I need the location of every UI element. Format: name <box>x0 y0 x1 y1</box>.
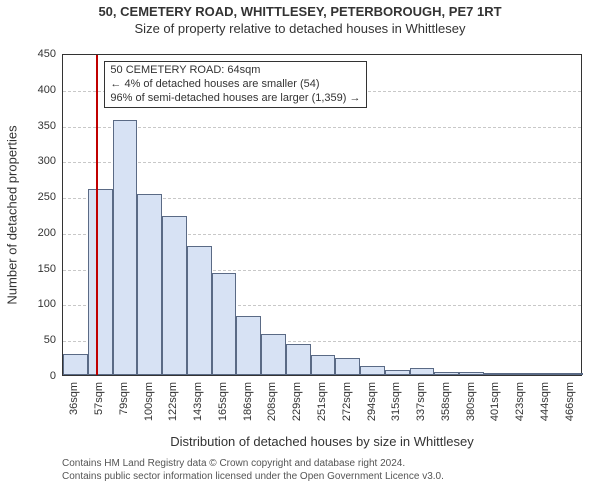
plot-area: 50 CEMETERY ROAD: 64sqm← 4% of detached … <box>62 54 582 376</box>
histogram-bar <box>533 373 558 375</box>
histogram-bar <box>558 373 583 375</box>
x-tick-label: 380sqm <box>465 382 477 421</box>
x-tick-label: 186sqm <box>242 382 254 421</box>
histogram-bar <box>212 273 237 375</box>
histogram-bar <box>187 246 212 375</box>
x-tick-label: 208sqm <box>266 382 278 421</box>
histogram-bar <box>311 355 336 375</box>
callout-line3: 96% of semi-detached houses are larger (… <box>110 92 360 106</box>
x-tick-label: 100sqm <box>143 382 155 421</box>
x-tick-label: 466sqm <box>564 382 576 421</box>
histogram-bar <box>88 189 113 375</box>
gridline <box>63 162 581 163</box>
footer-line-2: Contains public sector information licen… <box>62 471 582 484</box>
chart-subtitle: Size of property relative to detached ho… <box>0 19 600 36</box>
x-tick-label: 143sqm <box>192 382 204 421</box>
histogram-bar <box>113 120 138 375</box>
property-callout: 50 CEMETERY ROAD: 64sqm← 4% of detached … <box>104 61 366 108</box>
histogram-bar <box>335 358 360 375</box>
y-tick-label: 400 <box>0 84 56 96</box>
histogram-bar <box>360 366 385 375</box>
y-tick-label: 350 <box>0 120 56 132</box>
x-tick-label: 36sqm <box>68 382 80 415</box>
histogram-bar <box>385 370 410 375</box>
y-tick-label: 150 <box>0 263 56 275</box>
callout-line2: ← 4% of detached houses are smaller (54) <box>110 78 360 92</box>
y-tick-label: 300 <box>0 155 56 167</box>
y-tick-label: 450 <box>0 48 56 60</box>
histogram-bar <box>63 354 88 375</box>
x-tick-label: 337sqm <box>415 382 427 421</box>
x-tick-label: 294sqm <box>366 382 378 421</box>
histogram-bar <box>162 216 187 375</box>
x-tick-label: 444sqm <box>539 382 551 421</box>
x-tick-label: 358sqm <box>440 382 452 421</box>
y-tick-label: 200 <box>0 227 56 239</box>
y-tick-label: 250 <box>0 191 56 203</box>
x-tick-label: 272sqm <box>341 382 353 421</box>
x-tick-label: 251sqm <box>316 382 328 421</box>
histogram-bar <box>236 316 261 375</box>
x-tick-label: 165sqm <box>217 382 229 421</box>
x-tick-label: 315sqm <box>390 382 402 421</box>
footer-line-1: Contains HM Land Registry data © Crown c… <box>62 458 582 471</box>
y-axis-label: Number of detached properties <box>5 54 20 376</box>
histogram-bar <box>261 334 286 376</box>
histogram-bar <box>286 344 311 375</box>
y-tick-label: 0 <box>0 370 56 382</box>
x-tick-label: 79sqm <box>118 382 130 415</box>
histogram-bar <box>434 372 459 375</box>
y-tick-label: 100 <box>0 298 56 310</box>
histogram-bar <box>410 368 435 375</box>
y-tick-label: 50 <box>0 334 56 346</box>
x-tick-label: 122sqm <box>167 382 179 421</box>
gridline <box>63 127 581 128</box>
histogram-bar <box>484 373 509 375</box>
property-marker-line <box>96 55 98 375</box>
chart-address-title: 50, CEMETERY ROAD, WHITTLESEY, PETERBORO… <box>0 0 600 19</box>
footer-credit: Contains HM Land Registry data © Crown c… <box>62 458 582 483</box>
histogram-bar <box>459 372 484 375</box>
histogram-bar <box>509 373 534 375</box>
histogram-bar <box>137 194 162 375</box>
x-tick-label: 57sqm <box>93 382 105 415</box>
x-tick-label: 401sqm <box>489 382 501 421</box>
callout-line1: 50 CEMETERY ROAD: 64sqm <box>110 64 360 78</box>
chart-container: 50, CEMETERY ROAD, WHITTLESEY, PETERBORO… <box>0 0 600 500</box>
x-axis-label: Distribution of detached houses by size … <box>62 434 582 449</box>
x-tick-label: 229sqm <box>291 382 303 421</box>
x-tick-label: 423sqm <box>514 382 526 421</box>
